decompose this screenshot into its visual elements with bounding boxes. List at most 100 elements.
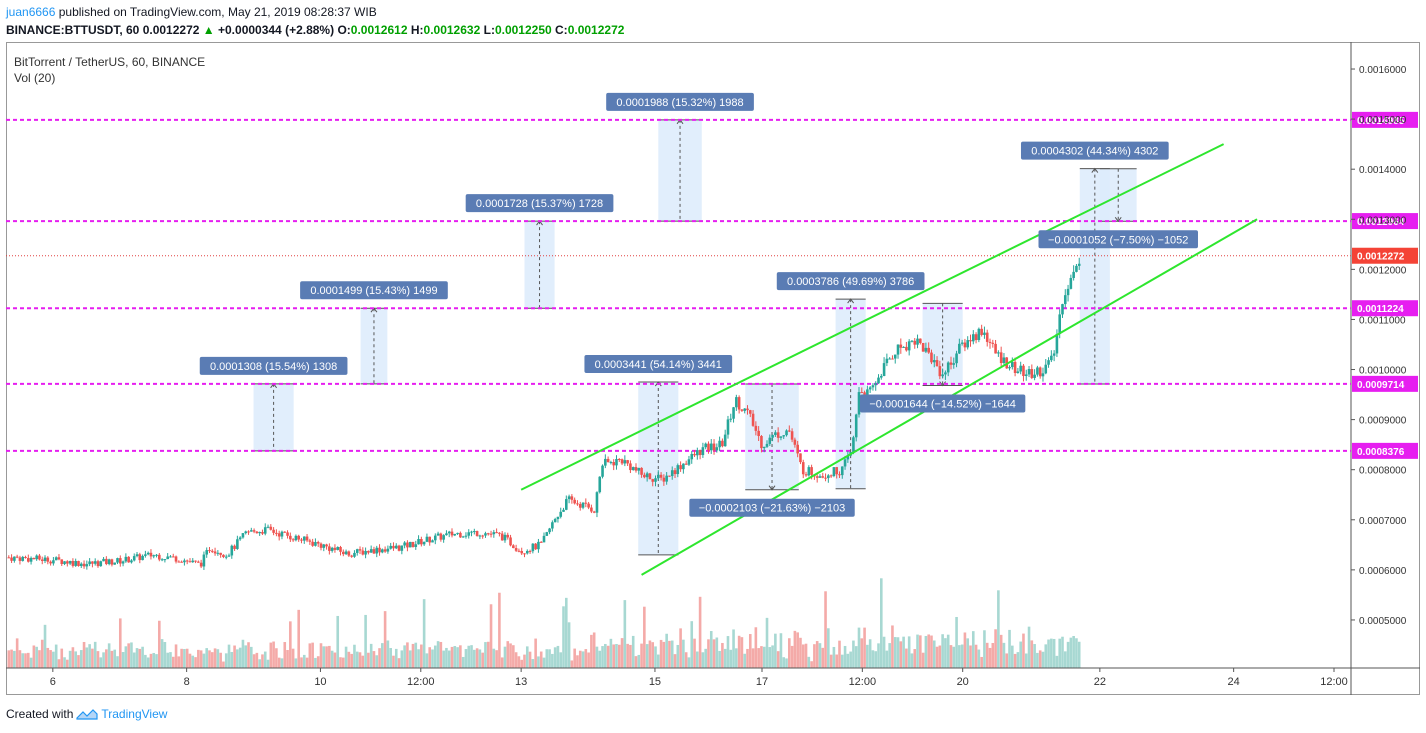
volume-bar [840, 654, 844, 668]
volume-bar [980, 656, 983, 668]
candle-body [576, 503, 579, 505]
candle-body [88, 561, 91, 565]
price-tick-label: 0.0005000 [1359, 616, 1407, 627]
volume-bar [598, 650, 602, 668]
chart-legend: BitTorrent / TetherUS, 60, BINANCE Vol (… [14, 54, 205, 86]
volume-bar [1005, 653, 1009, 668]
candle-body [18, 557, 22, 561]
candle-body [712, 443, 716, 451]
candle-body [1058, 314, 1062, 334]
volume-bar [517, 656, 521, 668]
horizontal-levels[interactable]: 0.00149850.00129640.00122720.00112240.00… [6, 111, 1418, 459]
candle-body [475, 531, 479, 536]
volume-bar [378, 648, 381, 668]
author-link[interactable]: juan6666 [6, 5, 56, 19]
candle-body [966, 340, 970, 348]
candle-body [1041, 373, 1045, 377]
candle-body [1066, 288, 1070, 296]
candle-body [916, 338, 919, 345]
candle-body [919, 338, 922, 343]
candle-body [980, 328, 983, 335]
volume-bar [985, 642, 989, 668]
candle-body [1044, 364, 1048, 374]
volume-bar [612, 644, 615, 668]
low-value: 0.0012250 [494, 23, 552, 37]
volume-bar [523, 654, 526, 668]
candle-body [238, 537, 242, 540]
candle-body [609, 462, 613, 464]
time-axis[interactable]: 6 8 10 12:00 13 15 17 12:00 20 22 24 12:00 [50, 668, 1348, 688]
measure-label-box [606, 92, 754, 111]
candle-body [698, 450, 702, 456]
candle-body [191, 560, 195, 563]
candle-body [339, 547, 342, 552]
candle-body [35, 555, 38, 560]
volume-bar [484, 642, 487, 668]
volume-bar [495, 650, 498, 668]
candle-body [779, 436, 783, 438]
candle-body [99, 561, 103, 567]
volume-bar [659, 639, 663, 668]
candle-body [60, 559, 64, 565]
time-tick-label: 12:00 [407, 676, 435, 688]
volume-bar [93, 641, 97, 668]
candle-body [971, 334, 975, 342]
time-tick-label: 15 [649, 676, 661, 688]
footer-brand[interactable]: TradingView [101, 707, 168, 721]
volume-bar [913, 649, 917, 668]
time-tick-label: 22 [1094, 676, 1106, 688]
publish-info: published on TradingView.com, May 21, 20… [58, 5, 377, 19]
measurement-boxes[interactable] [253, 119, 1137, 556]
volume-bar [874, 651, 878, 668]
volume-bar [77, 655, 80, 668]
volume-bar [250, 646, 253, 668]
volume-bar [255, 652, 259, 668]
candle-body [829, 475, 833, 477]
volume-bar [233, 645, 236, 668]
candle-body [236, 539, 239, 549]
candle-body [7, 557, 11, 559]
volume-bar [821, 647, 825, 668]
candle-body [709, 443, 713, 451]
candle-body [428, 536, 432, 543]
price-axis[interactable]: 0.00160000.00150000.00140000.00130000.00… [1351, 65, 1407, 627]
candle-body [367, 550, 370, 553]
candle-body [612, 462, 615, 466]
candle-body [447, 531, 451, 534]
candle-body [169, 556, 172, 558]
candle-body [606, 458, 610, 463]
volume-bar [679, 628, 682, 668]
candle-body [857, 392, 861, 415]
candle-body [411, 541, 415, 547]
candle-body [587, 503, 590, 508]
candle-body [704, 443, 707, 448]
volume-bar [1058, 638, 1062, 668]
volume-bar [49, 650, 52, 668]
volume-bar [269, 642, 273, 668]
volume-bar [420, 644, 423, 668]
volume-bar [924, 635, 928, 668]
candle-body [659, 474, 663, 478]
candle-body [280, 531, 284, 537]
candle-body [651, 479, 655, 482]
candle-body [754, 425, 758, 431]
volume-bar [24, 653, 27, 668]
volume-bar [397, 658, 401, 668]
volume-bar [71, 647, 75, 668]
candle-body [118, 558, 122, 564]
candle-body [397, 545, 401, 551]
volume-bar [185, 648, 189, 668]
volume-bar [305, 657, 309, 668]
volume-bar [1041, 651, 1045, 668]
candle-body [983, 332, 986, 335]
volume-bar [406, 642, 409, 668]
price-tick-label: 0.0016000 [1359, 65, 1407, 76]
volume-bar [843, 645, 847, 668]
candle-body [325, 544, 328, 547]
candle-body [852, 437, 855, 452]
volume-bar [960, 644, 964, 668]
price-chart[interactable]: 0.00149850.00129640.00122720.00112240.00… [6, 42, 1420, 695]
candle-body [565, 499, 568, 510]
price-tick-label: 0.0009000 [1359, 416, 1407, 427]
candle-body [601, 465, 604, 477]
